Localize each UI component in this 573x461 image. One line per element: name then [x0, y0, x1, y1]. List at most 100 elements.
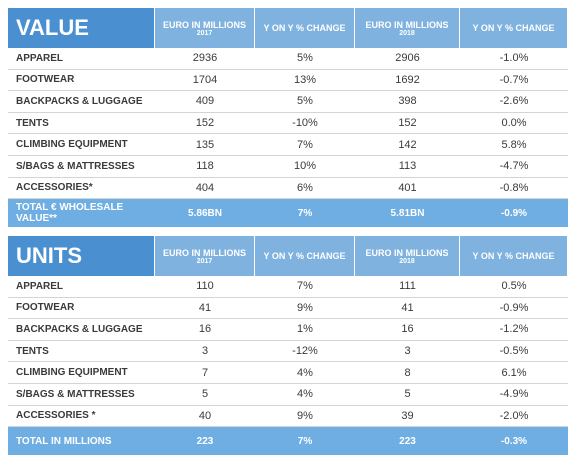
row-label: TENTS — [8, 341, 155, 363]
data-row: ACCESSORIES* 404 6% 401 -0.8% — [8, 178, 568, 200]
cell-value: -0.9% — [460, 298, 568, 320]
total-row: TOTAL € WHOLESALE VALUE** 5.86BN 7% 5.81BN -… — [8, 199, 568, 228]
cell-value: 135 — [155, 134, 255, 156]
cell-value: 152 — [155, 113, 255, 135]
cell-value: 3 — [155, 341, 255, 363]
cell-value: -4.9% — [460, 384, 568, 406]
cell-value: 111 — [355, 276, 460, 298]
column-label: EURO IN MILLIONS — [365, 19, 449, 30]
cell-value: 39 — [355, 406, 460, 428]
data-row: BACKPACKS & LUGGAGE 16 1% 16 -1.2% — [8, 319, 568, 341]
cell-value: 5% — [255, 48, 355, 70]
cell-value: 6.1% — [460, 362, 568, 384]
cell-value: 1% — [255, 319, 355, 341]
row-label: APPAREL — [8, 276, 155, 298]
column-header: Y ON Y % CHANGE — [460, 8, 568, 48]
data-row: S/BAGS & MATTRESSES 5 4% 5 -4.9% — [8, 384, 568, 406]
data-row: APPAREL 110 7% 111 0.5% — [8, 276, 568, 298]
row-label: BACKPACKS & LUGGAGE — [8, 91, 155, 113]
total-value: 5.81BN — [355, 199, 460, 228]
column-header: EURO IN MILLIONS 2017 — [155, 236, 255, 276]
column-year: 2017 — [196, 29, 213, 37]
cell-value: 110 — [155, 276, 255, 298]
cell-value: 7% — [255, 276, 355, 298]
column-year: 2018 — [399, 29, 415, 37]
row-label: FOOTWEAR — [8, 298, 155, 320]
row-label: APPAREL — [8, 48, 155, 70]
cell-value: 7 — [155, 362, 255, 384]
cell-value: 41 — [155, 298, 255, 320]
row-label: S/BAGS & MATTRESSES — [8, 156, 155, 178]
column-year: 2017 — [196, 257, 213, 265]
cell-value: 6% — [255, 178, 355, 200]
cell-value: -1.2% — [460, 319, 568, 341]
cell-value: 118 — [155, 156, 255, 178]
cell-value: 5 — [355, 384, 460, 406]
data-row: CLIMBING EQUIPMENT 135 7% 142 5.8% — [8, 134, 568, 156]
cell-value: 5% — [255, 91, 355, 113]
cell-value: 9% — [255, 298, 355, 320]
cell-value: 409 — [155, 91, 255, 113]
cell-value: 5 — [155, 384, 255, 406]
data-row: TENTS 152 -10% 152 0.0% — [8, 113, 568, 135]
total-label: TOTAL IN MILLIONS — [8, 427, 155, 456]
column-label: EURO IN MILLIONS — [163, 247, 246, 258]
row-label: FOOTWEAR — [8, 70, 155, 92]
cell-value: -0.7% — [460, 70, 568, 92]
data-row: CLIMBING EQUIPMENT 7 4% 8 6.1% — [8, 362, 568, 384]
row-label: CLIMBING EQUIPMENT — [8, 134, 155, 156]
header-row: UNITS EURO IN MILLIONS 2017 Y ON Y % CHANGE… — [8, 236, 568, 276]
cell-value: -1.0% — [460, 48, 568, 70]
column-label: EURO IN MILLIONS — [163, 19, 246, 30]
cell-value: 16 — [155, 319, 255, 341]
row-label: S/BAGS & MATTRESSES — [8, 384, 155, 406]
row-label: ACCESSORIES* — [8, 178, 155, 200]
data-row: FOOTWEAR 41 9% 41 -0.9% — [8, 298, 568, 320]
total-value: 223 — [155, 427, 255, 456]
row-label: TENTS — [8, 113, 155, 135]
cell-value: 10% — [255, 156, 355, 178]
cell-value: 398 — [355, 91, 460, 113]
cell-value: 9% — [255, 406, 355, 428]
cell-value: 5.8% — [460, 134, 568, 156]
cell-value: 4% — [255, 362, 355, 384]
cell-value: 2906 — [355, 48, 460, 70]
cell-value: 41 — [355, 298, 460, 320]
table: VALUE EURO IN MILLIONS 2017 Y ON Y % CHANGE… — [8, 8, 568, 228]
cell-value: 1692 — [355, 70, 460, 92]
table: UNITS EURO IN MILLIONS 2017 Y ON Y % CHANGE… — [8, 236, 568, 456]
data-row: APPAREL 2936 5% 2906 -1.0% — [8, 48, 568, 70]
cell-value: 2936 — [155, 48, 255, 70]
column-label: Y ON Y % CHANGE — [263, 23, 346, 33]
cell-value: 1704 — [155, 70, 255, 92]
row-label: BACKPACKS & LUGGAGE — [8, 319, 155, 341]
cell-value: 152 — [355, 113, 460, 135]
column-label: Y ON Y % CHANGE — [263, 251, 346, 261]
column-header: Y ON Y % CHANGE — [255, 236, 355, 276]
cell-value: 13% — [255, 70, 355, 92]
column-header: Y ON Y % CHANGE — [460, 236, 568, 276]
column-label: EURO IN MILLIONS — [365, 247, 449, 258]
column-header: EURO IN MILLIONS 2018 — [355, 236, 460, 276]
total-value: 7% — [255, 199, 355, 228]
cell-value: -10% — [255, 113, 355, 135]
column-year: 2018 — [399, 257, 415, 265]
cell-value: 142 — [355, 134, 460, 156]
total-value: 7% — [255, 427, 355, 456]
data-row: ACCESSORIES * 40 9% 39 -2.0% — [8, 406, 568, 428]
total-row: TOTAL IN MILLIONS 223 7% 223 -0.3% — [8, 427, 568, 456]
cell-value: 8 — [355, 362, 460, 384]
cell-value: 404 — [155, 178, 255, 200]
cell-value: 401 — [355, 178, 460, 200]
column-label: Y ON Y % CHANGE — [472, 251, 555, 261]
column-label: Y ON Y % CHANGE — [472, 23, 555, 33]
cell-value: -2.6% — [460, 91, 568, 113]
data-row: TENTS 3 -12% 3 -0.5% — [8, 341, 568, 363]
cell-value: -0.5% — [460, 341, 568, 363]
total-value: 5.86BN — [155, 199, 255, 228]
column-header: EURO IN MILLIONS 2018 — [355, 8, 460, 48]
cell-value: 113 — [355, 156, 460, 178]
data-row: FOOTWEAR 1704 13% 1692 -0.7% — [8, 70, 568, 92]
column-header: Y ON Y % CHANGE — [255, 8, 355, 48]
